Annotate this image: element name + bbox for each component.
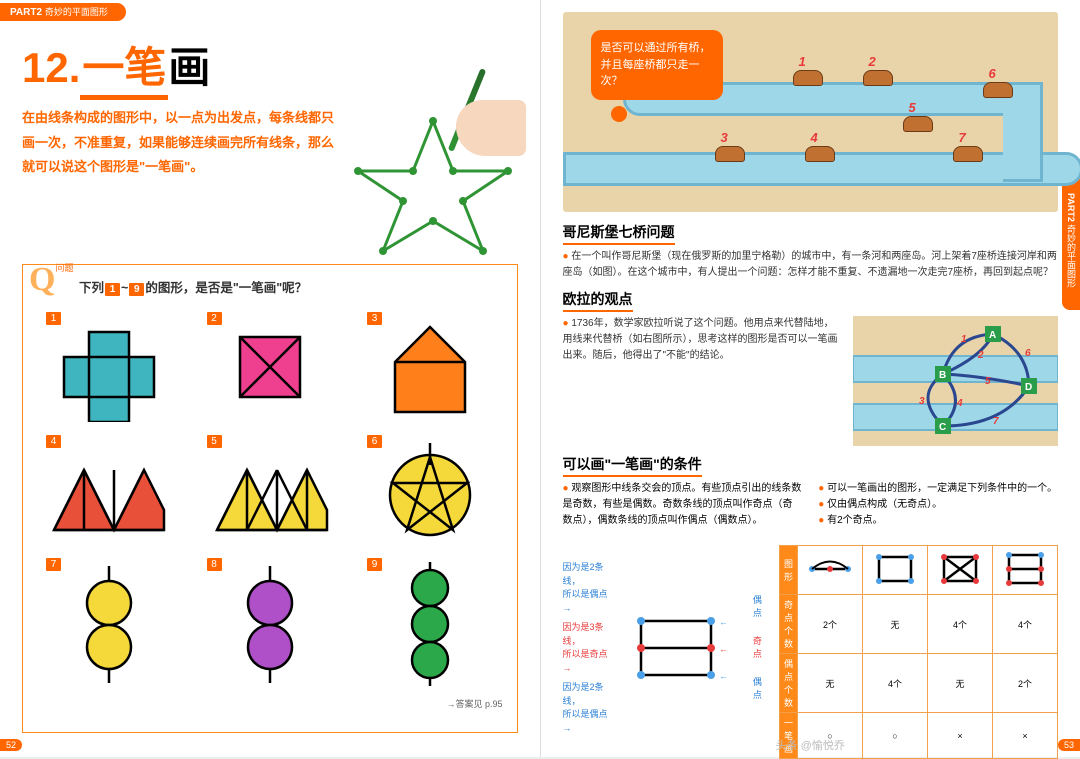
intro-text: 在由线条构成的图形中，以一点为出发点，每条线都只画一次，不准重复，如果能够连续画… bbox=[22, 106, 338, 256]
svg-text:B: B bbox=[939, 370, 946, 381]
watermark: 头条 @愉悦乔 bbox=[776, 737, 845, 753]
svg-text:5: 5 bbox=[985, 376, 991, 387]
part-tab-left: PART2 奇妙的平面图形 bbox=[0, 3, 126, 21]
speech-bubble: 是否可以通过所有桥，并且每座桥都只走一次？ bbox=[591, 30, 723, 100]
section-text: 在一个叫作哥尼斯堡（现在俄罗斯的加里宁格勒）的城市中，有一条河和两座岛。河上架着… bbox=[563, 251, 1057, 278]
svg-text:2: 2 bbox=[977, 350, 984, 361]
part-sub: 奇妙的平面图形 bbox=[45, 7, 108, 17]
section-konigsberg: 哥尼斯堡七桥问题 ● 在一个叫作哥尼斯堡（现在俄罗斯的加里宁格勒）的城市中，有一… bbox=[563, 222, 1059, 281]
hand-icon bbox=[436, 76, 526, 156]
example-table: 图形 奇点个数2个无4个4个偶点个数无4个无2个一笔画○○×× bbox=[779, 545, 1058, 759]
svg-text:←: ← bbox=[719, 644, 728, 654]
parity-graph: ← ← ← bbox=[621, 609, 741, 687]
shape-8: 8 bbox=[198, 558, 343, 691]
shape-3: 3 bbox=[358, 312, 503, 425]
shape-9: 9 bbox=[358, 558, 503, 691]
svg-text:3: 3 bbox=[919, 396, 925, 407]
left-page: PART2 奇妙的平面图形 12. 一笔 画 在由线条构成的图形中，以一点为出发… bbox=[0, 0, 541, 757]
bridges-diagram: 是否可以通过所有桥，并且每座桥都只走一次？ 1234567 bbox=[563, 12, 1059, 212]
shape-5: 5 bbox=[198, 435, 343, 548]
title-number: 12. bbox=[22, 44, 80, 92]
section-title: 哥尼斯堡七桥问题 bbox=[563, 222, 675, 245]
svg-text:D: D bbox=[1025, 382, 1032, 393]
part-tab-right: PART2 奇妙的平面图形 bbox=[1062, 170, 1080, 310]
answer-ref: →答案见 p.95 bbox=[37, 697, 503, 710]
svg-text:A: A bbox=[989, 330, 996, 341]
part-label: PART2 bbox=[10, 7, 42, 18]
section-title: 可以画"一笔画"的条件 bbox=[563, 454, 702, 477]
cond-left: 观察图形中线条交会的顶点。有些顶点引出的线条数是奇数，有些是偶数。奇数条线的顶点… bbox=[563, 483, 802, 526]
section-euler: 欧拉的观点 ● 1736年，数学家欧拉听说了这个问题。他用点来代替陆地，用线来代… bbox=[563, 289, 1059, 446]
title-rest: 画 bbox=[168, 34, 210, 95]
svg-text:←: ← bbox=[719, 671, 728, 681]
svg-text:C: C bbox=[939, 422, 946, 433]
svg-text:6: 6 bbox=[1025, 348, 1031, 359]
svg-text:4: 4 bbox=[956, 398, 963, 409]
shape-7: 7 bbox=[37, 558, 182, 691]
section-conditions: 可以画"一笔画"的条件 ● 观察图形中线条交会的顶点。有些顶点引出的线条数是奇数… bbox=[563, 454, 1059, 759]
question-text: 下列1~9的图形，是否是"一笔画"呢？ bbox=[79, 277, 503, 296]
svg-text:←: ← bbox=[719, 617, 728, 627]
section-text: 1736年，数学家欧拉听说了这个问题。他用点来代替陆地，用线来代替桥（如右图所示… bbox=[563, 318, 838, 361]
section-title: 欧拉的观点 bbox=[563, 289, 633, 312]
shapes-grid: 1 2 3 4 5 6 7 8 9 bbox=[37, 312, 503, 691]
title-hi: 一笔 bbox=[80, 34, 168, 100]
svg-text:1: 1 bbox=[961, 334, 967, 345]
shape-1: 1 bbox=[37, 312, 182, 425]
shape-4: 4 bbox=[37, 435, 182, 548]
right-page: PART2 奇妙的平面图形 是否可以通过所有桥，并且每座桥都只走一次？ 1234… bbox=[541, 0, 1080, 757]
parity-diagram: 因为是2条线，所以是偶点 → 因为是3条线，所以是奇点 → 因为是2条线，所以是… bbox=[563, 537, 1059, 759]
star-illustration bbox=[348, 106, 518, 256]
shape-6: 6 bbox=[358, 435, 503, 548]
q-label: Q问题 bbox=[29, 261, 73, 299]
graph-diagram: 12 3 4 5 6 7 A B C D bbox=[853, 316, 1058, 446]
shape-2: 2 bbox=[198, 312, 343, 425]
page-number: 52 bbox=[0, 739, 22, 751]
svg-text:7: 7 bbox=[993, 416, 999, 427]
question-box: Q问题 下列1~9的图形，是否是"一笔画"呢？ 1 2 3 4 5 6 7 bbox=[22, 264, 518, 733]
page-number: 53 bbox=[1058, 739, 1080, 751]
